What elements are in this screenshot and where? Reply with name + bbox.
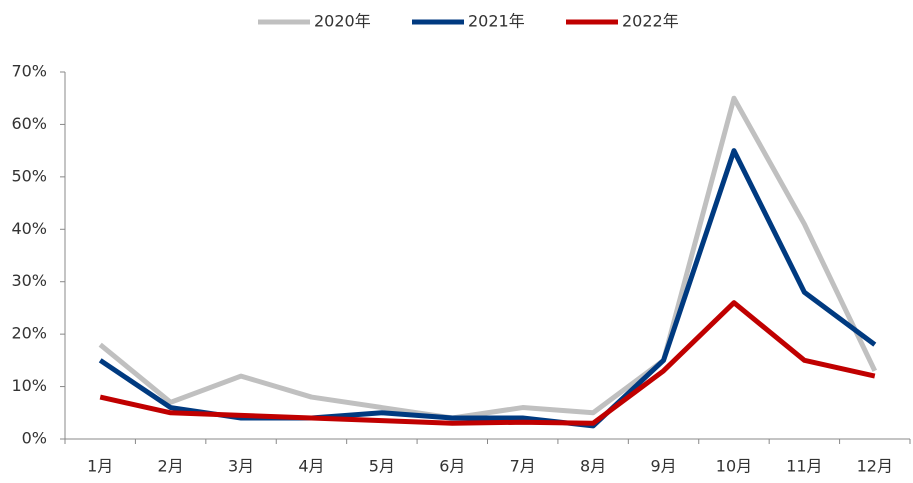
x-tick-label: 11月 [786,457,822,476]
series-line [99,300,876,426]
x-tick-label: 7月 [510,457,536,476]
y-tick-label: 50% [11,166,47,185]
x-tick-label: 10月 [716,457,752,476]
y-tick-label: 20% [11,324,47,343]
series-line [98,95,878,421]
legend-label: 2022年 [622,12,679,31]
legend-label: 2021年 [468,12,525,31]
y-tick-label: 70% [11,62,47,81]
x-tick-label: 8月 [580,457,606,476]
x-tick-label: 5月 [369,457,395,476]
y-tick-label: 60% [11,114,47,133]
y-tick-label: 40% [11,219,47,238]
x-tick-label: 1月 [87,457,113,476]
legend-label: 2020年 [314,12,371,31]
x-tick-label: 6月 [439,457,465,476]
x-tick-label: 2月 [158,457,184,476]
x-tick-label: 12月 [857,457,893,476]
x-tick-label: 9月 [650,457,676,476]
y-tick-label: 10% [11,376,47,395]
x-tick-label: 3月 [228,457,254,476]
x-tick-label: 4月 [298,457,324,476]
y-tick-label: 30% [11,271,47,290]
y-tick-label: 0% [22,429,47,448]
